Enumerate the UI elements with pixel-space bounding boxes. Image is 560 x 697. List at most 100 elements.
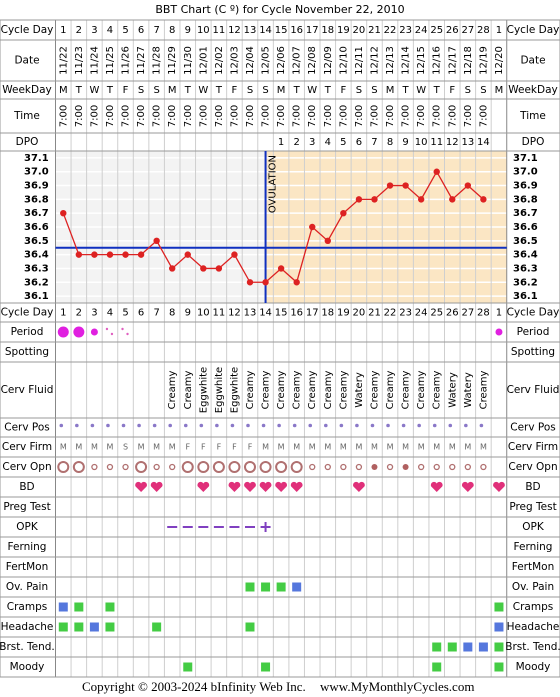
time: 7:00 — [89, 105, 100, 127]
symptom-square — [494, 662, 504, 672]
time: 7:00 — [463, 105, 474, 127]
weekday: S — [153, 85, 159, 96]
cerv-fluid: Eggwhite — [229, 367, 240, 413]
temperature-point — [215, 265, 223, 272]
cycle-day: 8 — [169, 308, 175, 319]
temperature-point — [122, 251, 129, 258]
cerv-firm: S — [123, 443, 128, 452]
cerv-firm: M — [107, 443, 114, 452]
temperature-point — [293, 279, 300, 286]
cerv-opn-icon — [371, 464, 378, 470]
cerv-fluid: Creamy — [369, 371, 380, 410]
cerv-opn-icon — [324, 463, 331, 471]
cerv-firm: M — [75, 443, 82, 452]
row-label-right: Date — [520, 55, 545, 67]
period-icon — [73, 326, 85, 338]
row-label-right: BD — [525, 481, 540, 493]
dpo: 11 — [430, 137, 443, 148]
cerv-pos-icon — [432, 423, 437, 428]
time: 7:00 — [478, 105, 489, 127]
symptom-square — [245, 582, 255, 592]
cycle-day: 27 — [461, 308, 474, 319]
cycle-day: 11 — [213, 308, 226, 319]
cerv-firm: M — [293, 443, 300, 452]
symptom-square — [276, 582, 286, 592]
date: 12/12 — [369, 46, 380, 75]
cerv-opn-icon — [433, 463, 440, 471]
cycle-day: 7 — [153, 308, 159, 319]
temperature-point — [464, 182, 472, 189]
weekday: S — [371, 85, 377, 96]
cycle-day: 15 — [275, 308, 288, 319]
dpo: 9 — [402, 137, 408, 148]
symptom-square — [494, 602, 504, 612]
row-label: Date — [14, 55, 39, 67]
time: 7:00 — [152, 105, 163, 127]
cerv-fluid: Creamy — [338, 371, 349, 410]
cycle-day: 20 — [353, 308, 366, 319]
cerv-firm: M — [418, 443, 425, 452]
weekday: S — [356, 85, 362, 96]
dpo: 4 — [325, 137, 331, 148]
cerv-firm: F — [232, 443, 237, 452]
cerv-pos-icon — [137, 423, 141, 428]
time: 7:00 — [276, 105, 287, 127]
temperature-point — [355, 196, 363, 203]
row-label-right: Brst. Tend. — [505, 641, 560, 653]
cycle-day: 20 — [353, 25, 366, 36]
temperature-point — [184, 251, 191, 258]
weekday: S — [247, 85, 253, 96]
cycle-day: 8 — [169, 25, 175, 36]
cycle-day: 26 — [446, 25, 459, 36]
cerv-pos-icon — [59, 423, 64, 428]
temperature-point — [386, 182, 394, 189]
weekday: F — [232, 85, 238, 96]
cycle-day: 10 — [197, 308, 210, 319]
cerv-pos-icon — [183, 423, 188, 428]
cycle-day: 12 — [228, 308, 241, 319]
date: 11/22 — [58, 46, 69, 75]
cerv-pos-icon — [355, 423, 359, 428]
cerv-firm: M — [355, 443, 362, 452]
temperature-point — [231, 251, 238, 258]
cerv-opn-icon — [122, 463, 129, 471]
time: 7:00 — [121, 105, 132, 127]
bd-heart — [259, 481, 272, 492]
symptom-square — [494, 622, 504, 632]
weekday: F — [340, 85, 346, 96]
cerv-firm: F — [185, 443, 190, 452]
period-icon — [57, 326, 69, 338]
cycle-day: 23 — [399, 308, 412, 319]
ovulation-label: OVULATION — [268, 155, 279, 213]
y-tick-label-right: 36.2 — [513, 277, 538, 288]
weekday: T — [215, 85, 223, 96]
bd-heart — [461, 481, 474, 492]
cycle-day: 13 — [244, 308, 257, 319]
row-label: Time — [13, 110, 40, 122]
bd-heart — [135, 481, 147, 492]
row-label: Preg Test — [3, 501, 50, 513]
time: 7:00 — [369, 105, 380, 127]
temperature-point — [75, 251, 83, 258]
date: 12/10 — [338, 46, 349, 75]
row-label: OPK — [16, 521, 39, 533]
symptom-square — [447, 642, 457, 652]
row-label-right: Cycle Day — [507, 307, 560, 319]
cycle-day: 22 — [384, 308, 397, 319]
cerv-opn-icon — [449, 463, 456, 471]
time: 7:00 — [167, 105, 178, 127]
row-label: Headache — [1, 621, 54, 633]
y-tick-label-right: 36.7 — [513, 208, 538, 219]
weekday: T — [433, 85, 441, 96]
cycle-day: 11 — [213, 25, 226, 36]
symptom-square — [152, 622, 162, 632]
symptom-square — [432, 642, 442, 652]
date: 11/29 — [167, 46, 178, 75]
cycle-day: 1 — [60, 25, 66, 36]
row-label: FertMon — [6, 561, 49, 573]
cerv-firm: M — [138, 443, 145, 452]
time: 7:00 — [307, 105, 318, 127]
cycle-day: 14 — [259, 25, 272, 36]
y-tick-label-right: 36.6 — [513, 222, 538, 233]
time: 7:00 — [229, 105, 240, 127]
